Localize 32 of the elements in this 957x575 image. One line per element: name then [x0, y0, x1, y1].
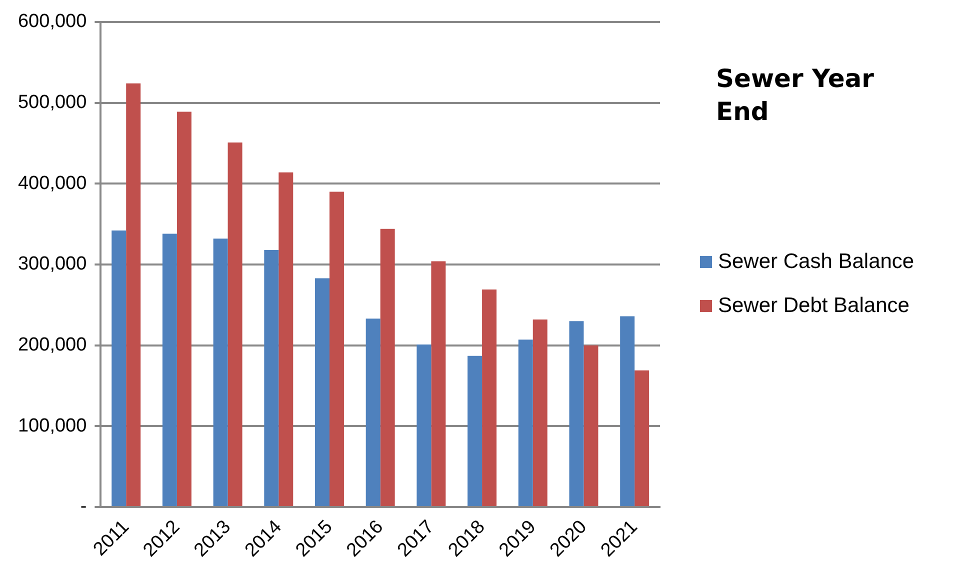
y-tick-label: 600,000: [18, 11, 87, 32]
bar: [176, 112, 192, 506]
bar: [569, 321, 584, 506]
bar: [431, 261, 446, 506]
bar: [620, 316, 635, 506]
bar: [264, 250, 279, 506]
bar: [213, 238, 228, 506]
y-tick-label: -: [80, 496, 87, 518]
bar: [228, 142, 242, 506]
bar: [112, 230, 126, 506]
y-tick-label: 500,000: [18, 92, 87, 114]
y-tick-label: 400,000: [18, 172, 87, 194]
bar: [126, 83, 141, 506]
legend-label: Sewer Debt Balance: [718, 294, 910, 318]
bar: [634, 370, 650, 506]
y-tick-label: 100,000: [18, 415, 87, 436]
bar: [584, 345, 598, 506]
bar: [380, 228, 395, 506]
y-tick-label: 300,000: [18, 254, 87, 275]
bar: [329, 192, 344, 506]
bar: [366, 318, 380, 506]
bar: [416, 344, 432, 506]
legend-label: Sewer Cash Balance: [718, 250, 914, 274]
bar: [278, 172, 294, 506]
bar: [315, 278, 330, 506]
y-tick-label: 200,000: [18, 334, 87, 356]
bar: [532, 319, 548, 506]
bar: [162, 234, 177, 506]
bar: [482, 290, 497, 506]
text: Sewer Year End: [716, 63, 876, 128]
bar: [518, 340, 533, 506]
bar: [468, 356, 482, 506]
